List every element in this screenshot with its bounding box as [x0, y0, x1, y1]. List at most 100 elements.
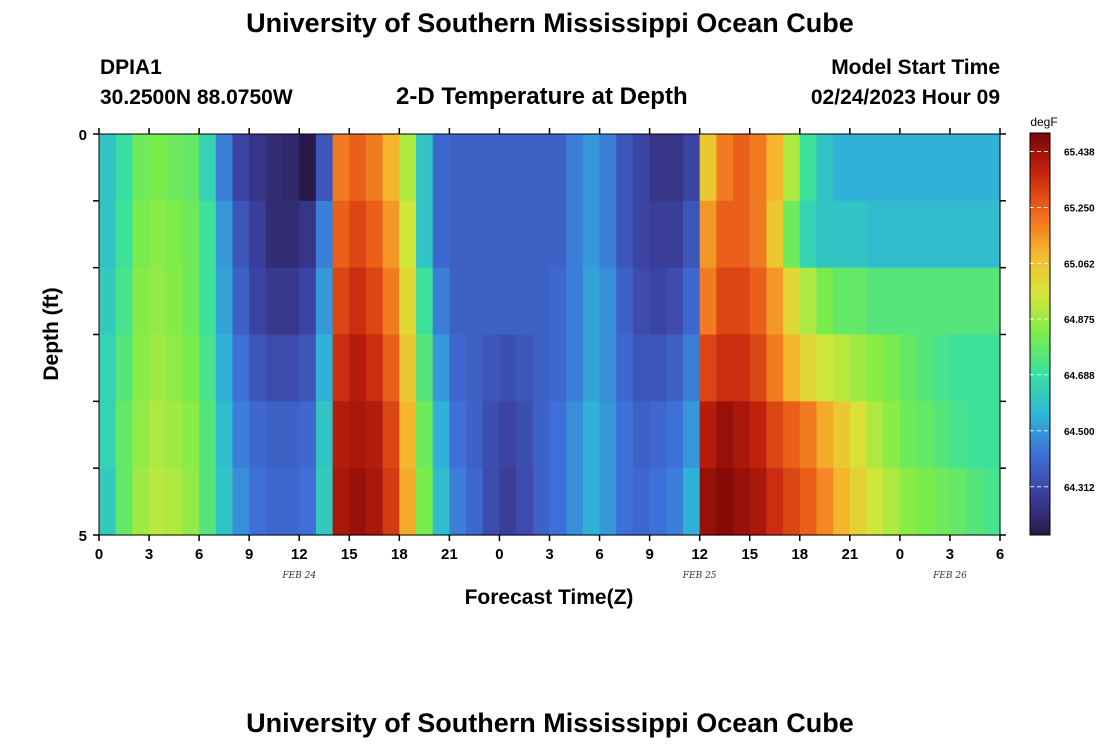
heatmap-cell [666, 468, 684, 536]
heatmap-cell [99, 134, 117, 202]
heatmap-cell [499, 468, 517, 536]
heatmap-cell [282, 334, 300, 402]
heatmap-cell [616, 401, 634, 469]
heatmap-cell [949, 134, 968, 202]
heatmap-cell [699, 267, 717, 336]
heatmap-cell [833, 267, 851, 336]
heatmap-cell [783, 334, 801, 402]
heatmap-cell [599, 334, 617, 402]
heatmap-cell [933, 468, 951, 536]
heatmap-cell [816, 401, 834, 469]
x-tick-label: 6 [195, 546, 203, 563]
heatmap-cell [516, 468, 534, 536]
heatmap-cell [399, 468, 417, 536]
heatmap-cell [866, 267, 884, 336]
heatmap-cell [449, 200, 467, 269]
heatmap-cell [983, 401, 1001, 469]
heatmap-cell [866, 401, 884, 469]
heatmap-cell [632, 468, 651, 536]
heatmap-cell [682, 334, 701, 402]
heatmap-cell [299, 401, 317, 469]
heatmap-cell [949, 334, 968, 402]
heatmap-cell [766, 401, 784, 469]
heatmap-cell [616, 468, 634, 536]
heatmap-cell [315, 401, 334, 469]
x-tick-label: 6 [595, 546, 603, 563]
heatmap-cell [966, 267, 984, 336]
heatmap-cell [733, 267, 751, 336]
heatmap-cell [682, 200, 701, 269]
heatmap-cell [466, 401, 484, 469]
heatmap-cell [149, 468, 167, 536]
heatmap-cell [149, 334, 167, 402]
heatmap-cell [933, 267, 951, 336]
x-tick-label: 12 [291, 546, 308, 563]
colorbar-unit: degF [1030, 115, 1057, 129]
heatmap-cell [99, 401, 117, 469]
heatmap-cell [449, 468, 467, 536]
heatmap-cell [99, 200, 117, 269]
heatmap-cell [482, 334, 501, 402]
heatmap-cell [649, 334, 667, 402]
heatmap-cell [699, 200, 717, 269]
heatmap-cell [783, 134, 801, 202]
heatmap-cell [399, 200, 417, 269]
heatmap-cell [482, 267, 501, 336]
heatmap-cell [482, 200, 501, 269]
heatmap-cell [933, 200, 951, 269]
heatmap-cell [182, 401, 200, 469]
heatmap-cell [899, 200, 918, 269]
heatmap-cell [432, 401, 450, 469]
x-tick-label: 12 [691, 546, 708, 563]
heatmap-cell [616, 134, 634, 202]
x-tick-label: 6 [996, 546, 1004, 563]
heatmap-cell [899, 401, 918, 469]
heatmap-cell [599, 200, 617, 269]
heatmap-cell [282, 468, 300, 536]
heatmap-cell [349, 267, 367, 336]
heatmap-cell [199, 200, 217, 269]
heatmap-cell [949, 200, 968, 269]
heatmap-cell [666, 401, 684, 469]
heatmap-cell [766, 334, 784, 402]
heatmap-cell [365, 401, 384, 469]
heatmap-cell [532, 267, 551, 336]
heatmap-cell [149, 401, 167, 469]
heatmap-cell [416, 468, 434, 536]
y-axis-label: Depth (ft) [40, 287, 63, 380]
heatmap-cell [115, 334, 133, 402]
heatmap-cell [265, 334, 284, 402]
x-axis: 0 3 6 9 12 15 18 21 0 3 6 9 12 15 18 21 0 3 6 FEB 24 FEB 25 F… [95, 128, 1004, 581]
heatmap-cell [332, 334, 350, 402]
x-tick-label: 9 [245, 546, 253, 563]
heatmap-cell [883, 267, 901, 336]
heatmap-cell [766, 200, 784, 269]
heatmap-cell [883, 334, 901, 402]
heatmap-cell [783, 468, 801, 536]
heatmap-cell [966, 200, 984, 269]
heatmap-cell [549, 401, 567, 469]
heatmap-cell [599, 468, 617, 536]
heatmap-cell [132, 134, 150, 202]
heatmap-cell [716, 334, 734, 402]
heatmap-cell [215, 200, 234, 269]
heatmap-cell [766, 267, 784, 336]
heatmap-cell [916, 334, 934, 402]
heatmap-cell [816, 267, 834, 336]
heatmap-cell [332, 468, 350, 536]
y-axis: 05 [79, 127, 1006, 545]
heatmap-cell [749, 200, 768, 269]
heatmap-cell [516, 401, 534, 469]
heatmap-cell [265, 200, 284, 269]
heatmap-cell [883, 134, 901, 202]
heatmap-cell [616, 200, 634, 269]
heatmap-cell [666, 334, 684, 402]
heatmap-cell [349, 200, 367, 269]
heatmap-cell [682, 401, 701, 469]
heatmap-cell [849, 200, 868, 269]
heatmap-cell [599, 401, 617, 469]
colorbar-tick-label: 65.250 [1064, 203, 1095, 214]
heatmap-cell [549, 468, 567, 536]
heatmap-cell [265, 134, 284, 202]
heatmap-cell [499, 134, 517, 202]
